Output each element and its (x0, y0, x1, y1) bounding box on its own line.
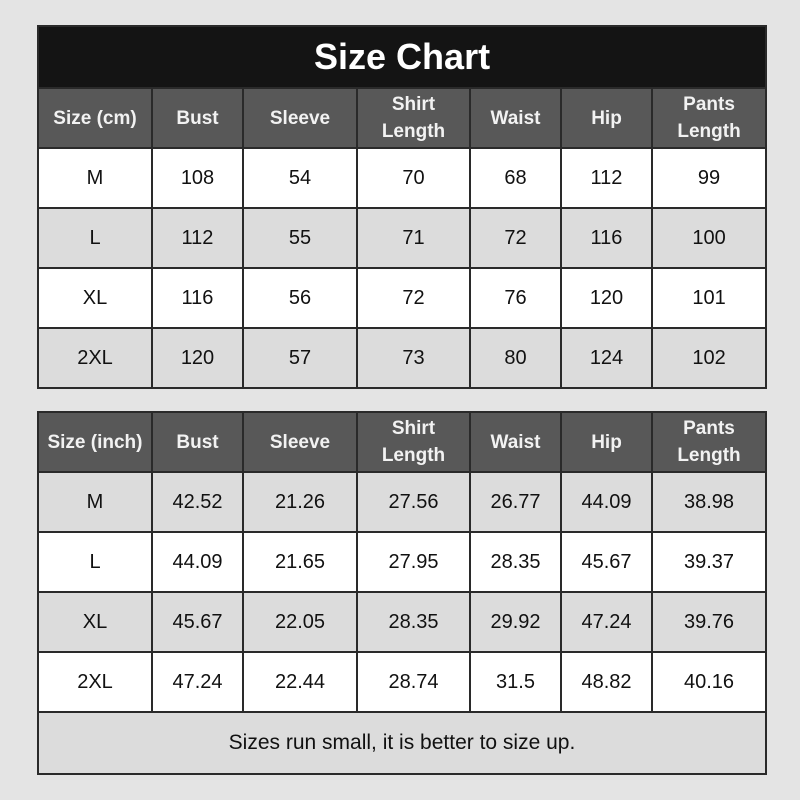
measurement-cell: 44.09 (151, 531, 244, 593)
measurement-cell: 116 (151, 267, 244, 329)
measurement-cell: 26.77 (469, 471, 562, 533)
measurement-cell: 124 (560, 327, 653, 389)
measurement-cell: 120 (151, 327, 244, 389)
measurement-cell: 27.56 (356, 471, 471, 533)
measurement-cell: 108 (151, 147, 244, 209)
column-header: Pants Length (650, 87, 768, 149)
size-cell: 2XL (37, 327, 153, 389)
measurement-cell: 29.92 (469, 591, 562, 653)
table-row: XL 45.67 22.05 28.35 29.92 47.24 39.76 (37, 591, 767, 653)
measurement-cell: 21.26 (242, 471, 358, 533)
measurement-cell: 54 (242, 147, 358, 209)
measurement-cell: 73 (356, 327, 471, 389)
measurement-cell: 22.05 (242, 591, 358, 653)
measurement-cell: 80 (469, 327, 562, 389)
measurement-cell: 55 (242, 207, 358, 269)
size-cell: M (37, 147, 153, 209)
size-note: Sizes run small, it is better to size up… (37, 711, 767, 775)
table-row: 2XL 47.24 22.44 28.74 31.5 48.82 40.16 (37, 651, 767, 713)
measurement-cell: 101 (650, 267, 768, 329)
size-column-header: Size (cm) (37, 87, 153, 149)
column-header: Bust (151, 411, 244, 473)
measurement-cell: 72 (469, 207, 562, 269)
chart-title: Size Chart (36, 25, 768, 89)
size-table-inch: Size (inch) Bust Sleeve Shirt Length Waist Hi… (37, 411, 767, 775)
measurement-cell: 47.24 (560, 591, 653, 653)
table-row: 2XL 120 57 73 80 124 102 (37, 327, 768, 389)
measurement-cell: 72 (356, 267, 471, 329)
column-header: Hip (560, 411, 653, 473)
measurement-cell: 76 (469, 267, 562, 329)
measurement-cell: 100 (650, 207, 768, 269)
table-row: M 42.52 21.26 27.56 26.77 44.09 38.98 (37, 471, 767, 533)
measurement-cell: 27.95 (356, 531, 471, 593)
size-cell: XL (37, 267, 153, 329)
header-row: Size (cm) Bust Sleeve Shirt Length Waist Hip P… (37, 87, 768, 149)
column-header: Shirt Length (356, 411, 471, 473)
column-header: Hip (560, 87, 653, 149)
measurement-cell: 38.98 (651, 471, 767, 533)
measurement-cell: 45.67 (151, 591, 244, 653)
table-row: XL 116 56 72 76 120 101 (37, 267, 768, 329)
measurement-cell: 45.67 (560, 531, 653, 593)
size-cell: M (37, 471, 153, 533)
header-row: Size (inch) Bust Sleeve Shirt Length Waist Hi… (37, 411, 767, 473)
measurement-cell: 31.5 (469, 651, 562, 713)
column-header: Sleeve (242, 87, 358, 149)
measurement-cell: 68 (469, 147, 562, 209)
table-row: L 112 55 71 72 116 100 (37, 207, 768, 269)
measurement-cell: 56 (242, 267, 358, 329)
column-header: Pants Length (651, 411, 767, 473)
measurement-cell: 47.24 (151, 651, 244, 713)
measurement-cell: 102 (650, 327, 768, 389)
measurement-cell: 71 (356, 207, 471, 269)
size-cell: L (37, 207, 153, 269)
measurement-cell: 28.35 (469, 531, 562, 593)
measurement-cell: 116 (560, 207, 653, 269)
size-table-cm: Size Chart Size (cm) Bust Sleeve Shirt Leng… (36, 25, 768, 389)
column-header: Waist (469, 87, 562, 149)
table-row: M 108 54 70 68 112 99 (37, 147, 768, 209)
size-column-header: Size (inch) (37, 411, 153, 473)
table-row: L 44.09 21.65 27.95 28.35 45.67 39.37 (37, 531, 767, 593)
measurement-cell: 22.44 (242, 651, 358, 713)
measurement-cell: 57 (242, 327, 358, 389)
measurement-cell: 99 (650, 147, 768, 209)
measurement-cell: 42.52 (151, 471, 244, 533)
measurement-cell: 21.65 (242, 531, 358, 593)
measurement-cell: 112 (151, 207, 244, 269)
column-header: Bust (151, 87, 244, 149)
measurement-cell: 120 (560, 267, 653, 329)
measurement-cell: 28.74 (356, 651, 471, 713)
measurement-cell: 28.35 (356, 591, 471, 653)
measurement-cell: 112 (560, 147, 653, 209)
measurement-cell: 40.16 (651, 651, 767, 713)
size-cell: L (37, 531, 153, 593)
column-header: Shirt Length (356, 87, 471, 149)
measurement-cell: 39.37 (651, 531, 767, 593)
column-header: Waist (469, 411, 562, 473)
size-cell: XL (37, 591, 153, 653)
measurement-cell: 48.82 (560, 651, 653, 713)
measurement-cell: 44.09 (560, 471, 653, 533)
measurement-cell: 39.76 (651, 591, 767, 653)
measurement-cell: 70 (356, 147, 471, 209)
size-cell: 2XL (37, 651, 153, 713)
column-header: Sleeve (242, 411, 358, 473)
